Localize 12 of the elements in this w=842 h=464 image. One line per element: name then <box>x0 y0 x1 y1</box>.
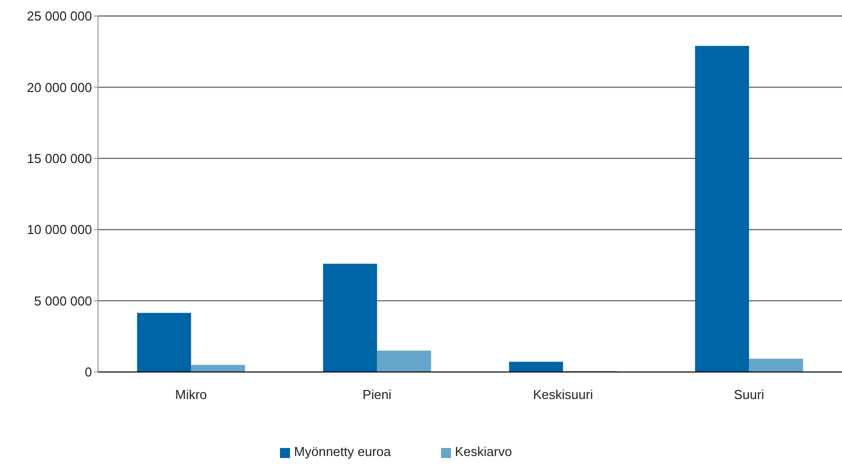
y-tick-label: 20 000 000 <box>26 80 92 95</box>
y-tick-label: 0 <box>84 364 92 380</box>
legend-label: Myönnetty euroa <box>294 444 391 459</box>
y-tick-label: 25 000 000 <box>26 8 92 24</box>
x-tick-label: Suuri <box>734 387 764 402</box>
y-tick-label: 15 000 000 <box>26 151 92 166</box>
y-tick-label: 5 000 000 <box>34 293 92 308</box>
legend-label: Keskiarvo <box>454 444 512 459</box>
x-tick-label: Mikro <box>175 387 207 402</box>
x-tick-label: Pieni <box>362 387 392 402</box>
y-tick-label: 10 000 000 <box>26 222 92 238</box>
x-tick-label: Keskisuuri <box>533 387 594 402</box>
